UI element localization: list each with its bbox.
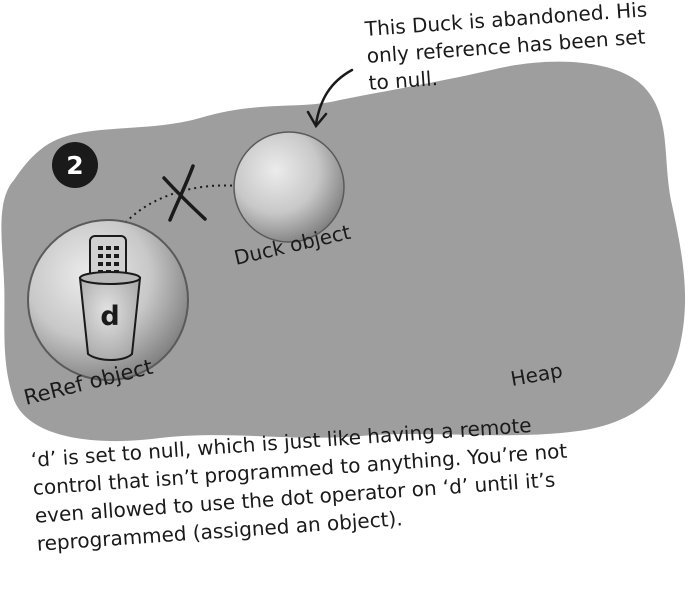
cross-out-icon: [162, 164, 207, 222]
variable-label: d: [100, 301, 119, 332]
duck-object: [233, 131, 345, 243]
step-badge: 2: [52, 142, 98, 188]
step-badge-number: 2: [66, 151, 83, 180]
arrow-icon: [306, 68, 354, 129]
cup-icon: [78, 271, 142, 361]
